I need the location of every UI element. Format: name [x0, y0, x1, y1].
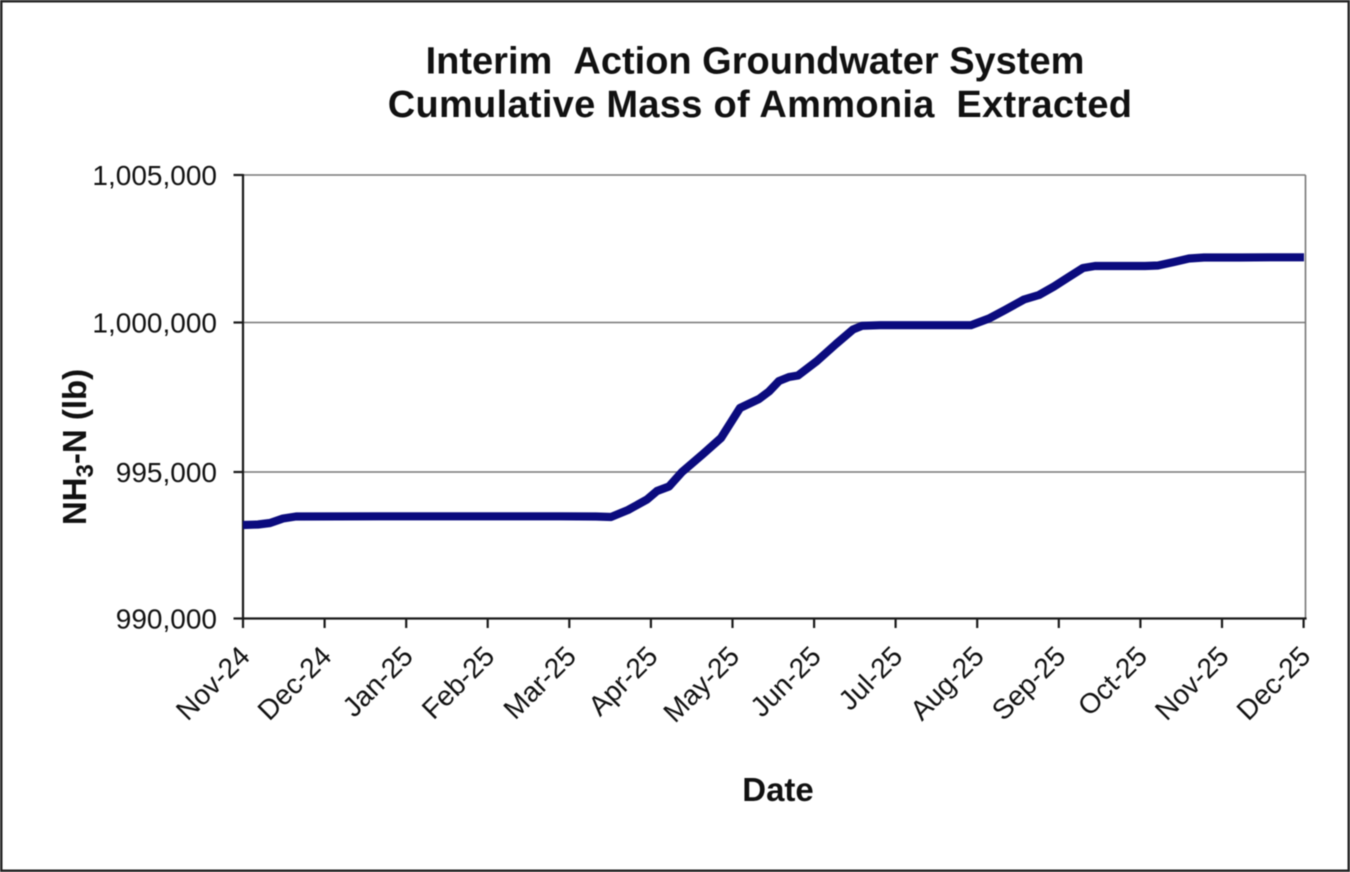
- svg-text:1,005,000: 1,005,000: [92, 160, 217, 191]
- svg-text:Cumulative Mass of Ammonia Ex: Cumulative Mass of Ammonia Extracted: [388, 84, 1133, 126]
- svg-text:Date: Date: [742, 771, 814, 808]
- svg-text:1,000,000: 1,000,000: [92, 308, 217, 339]
- svg-text:995,000: 995,000: [116, 457, 217, 488]
- svg-text:Interim Action Groundwater Sy: Interim Action Groundwater System: [426, 41, 1085, 83]
- svg-text:990,000: 990,000: [116, 604, 217, 635]
- svg-text:NH3-N (lb): NH3-N (lb): [56, 369, 99, 525]
